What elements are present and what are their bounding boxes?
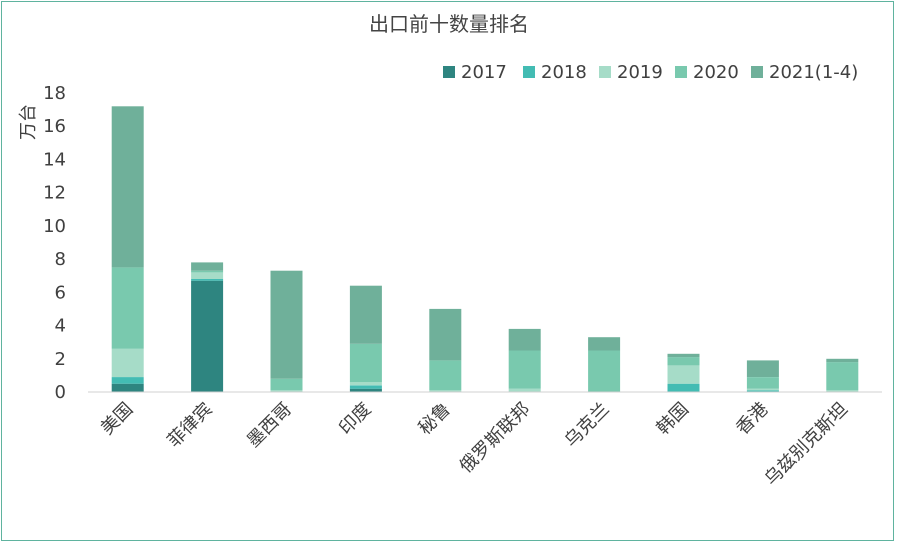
legend-swatch [675, 66, 687, 78]
y-tick-label: 6 [55, 282, 66, 303]
x-tick-label: 美国 [97, 399, 137, 439]
bar-segment [667, 357, 700, 366]
x-tick-label: 香港 [732, 399, 772, 439]
bar-segment [746, 377, 779, 389]
bar-segment [349, 385, 382, 389]
y-tick-label: 16 [43, 116, 66, 137]
bar-segment [270, 390, 303, 392]
x-tick-label: 乌兹别克斯坦 [761, 399, 852, 490]
bar-segment [191, 279, 224, 281]
bar-segment [191, 280, 224, 392]
y-tick-label: 10 [43, 216, 66, 237]
legend-label: 2020 [693, 62, 739, 83]
bar-segment [667, 383, 700, 392]
bar-segment [111, 267, 144, 349]
x-tick-label: 墨西哥 [243, 399, 296, 452]
bar-segment [588, 350, 621, 392]
legend-label: 2021(1-4) [769, 62, 858, 83]
legend-label: 2017 [461, 62, 507, 83]
bar-segment [191, 262, 224, 271]
bar-segment [667, 353, 700, 358]
y-tick-label: 4 [55, 316, 66, 337]
y-tick-label: 2 [55, 349, 66, 370]
bar-segment [191, 270, 224, 273]
bar-segment [588, 337, 621, 351]
bar-segment [111, 348, 144, 377]
bar-segment [111, 383, 144, 392]
x-tick-label: 俄罗斯联邦 [456, 399, 534, 477]
y-tick-label: 0 [55, 382, 66, 403]
y-tick-label: 14 [43, 149, 66, 170]
legend-label: 2018 [541, 62, 587, 83]
bar-segment [746, 390, 779, 392]
legend-label: 2019 [617, 62, 663, 83]
legend-swatch [751, 66, 763, 78]
legend-swatch [443, 66, 455, 78]
bar-segment [349, 388, 382, 392]
bar-segment [429, 390, 462, 392]
chart-title: 出口前十数量排名 [369, 12, 529, 36]
bar-segment [508, 350, 541, 389]
legend-swatch [523, 66, 535, 78]
y-tick-label: 18 [43, 83, 66, 104]
x-tick-label: 秘鲁 [415, 399, 455, 439]
legend-swatch [599, 66, 611, 78]
bar-segment [191, 272, 224, 279]
bar-segment [508, 388, 541, 392]
y-axis-ticks: 0 2 4 6 8 10 12 14 16 18 [43, 83, 66, 403]
y-tick-label: 8 [55, 249, 66, 270]
bar-segment [349, 343, 382, 382]
bar-segment [826, 390, 859, 392]
bar-segment [349, 285, 382, 344]
bar-segment [746, 360, 779, 377]
bar-segment [508, 328, 541, 351]
bar-segment [111, 106, 144, 268]
bar-segment [826, 358, 859, 363]
y-tick-label: 12 [43, 183, 66, 204]
bar-segment [667, 365, 700, 384]
x-tick-label: 韩国 [653, 399, 693, 439]
bars [111, 106, 859, 392]
y-axis-label: 万台 [18, 104, 39, 140]
bar-segment [111, 377, 144, 384]
bar-segment [429, 308, 462, 361]
legend: 2017 2018 2019 2020 2021(1-4) [443, 62, 858, 83]
bar-segment [270, 378, 303, 391]
bar-segment [746, 388, 779, 391]
bar-segment [429, 360, 462, 391]
bar-segment [349, 382, 382, 386]
x-tick-label: 印度 [335, 399, 375, 439]
bar-segment [826, 362, 859, 391]
bar-segment [270, 270, 303, 379]
x-tick-label: 乌克兰 [561, 399, 614, 452]
x-tick-label: 菲律宾 [164, 399, 217, 452]
